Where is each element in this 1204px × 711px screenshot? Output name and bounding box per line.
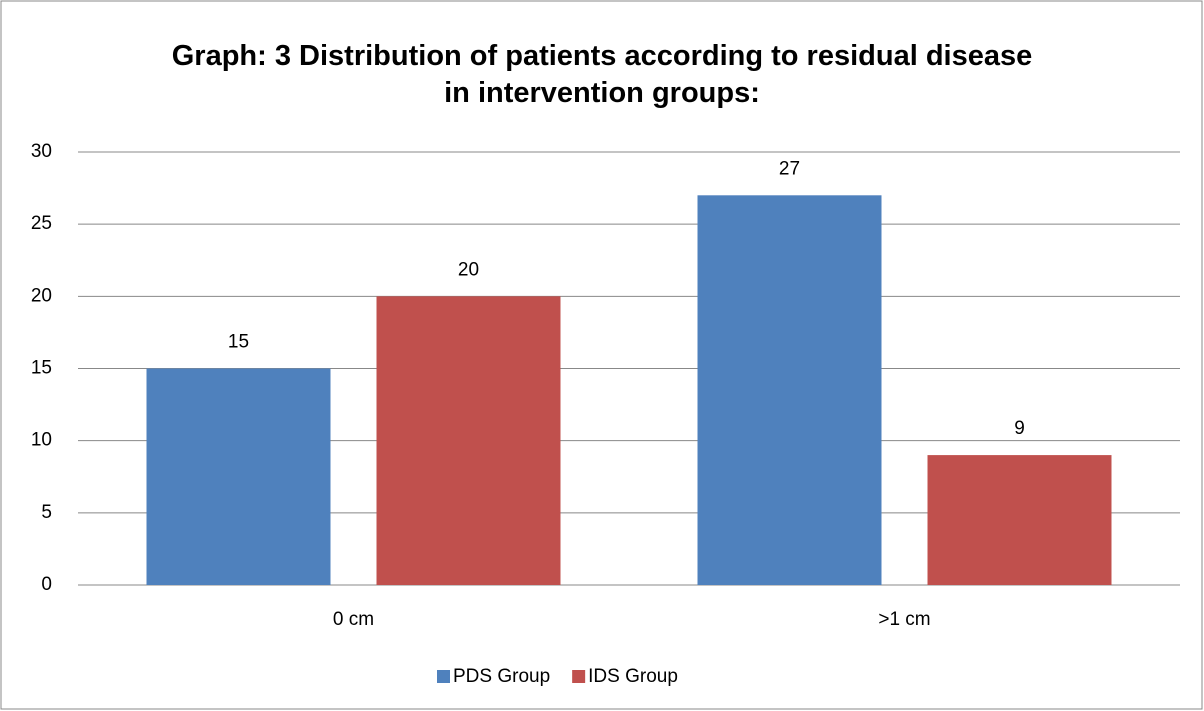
y-tick-label: 5 (41, 502, 52, 523)
legend-label: IDS Group (588, 666, 678, 687)
data-label: 20 (458, 259, 479, 280)
data-label: 15 (228, 332, 249, 353)
y-tick-label: 0 (41, 574, 52, 595)
bar (697, 195, 882, 586)
data-label: 27 (779, 158, 800, 179)
x-tick-label: >1 cm (878, 609, 930, 630)
y-tick-label: 15 (31, 358, 52, 379)
bar (927, 455, 1112, 585)
data-label: 9 (1014, 418, 1025, 439)
legend-swatch (572, 670, 586, 683)
y-tick-label: 30 (31, 141, 52, 162)
bar (376, 296, 561, 585)
bar (146, 368, 331, 585)
x-tick-label: 0 cm (333, 609, 374, 630)
y-tick-label: 25 (31, 213, 52, 234)
y-tick-label: 10 (31, 430, 52, 451)
legend-swatch (437, 670, 450, 683)
legend-label: PDS Group (453, 666, 550, 687)
chart-title: Graph: 3 Distribution of patients accord… (171, 40, 1033, 109)
y-tick-label: 20 (31, 285, 52, 306)
